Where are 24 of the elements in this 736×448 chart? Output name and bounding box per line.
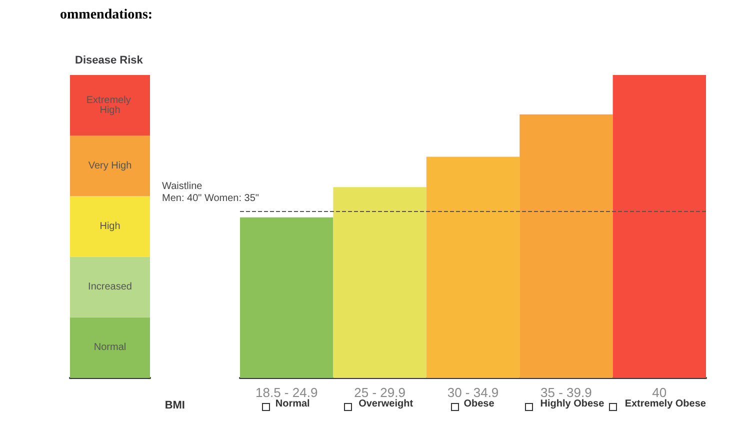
text: ommendations: bbox=[60, 8, 153, 22]
bar bbox=[520, 114, 613, 378]
x-tick-label: 35 - 39.9 Highly Obese bbox=[540, 385, 605, 410]
series-label: Increased bbox=[88, 282, 132, 293]
chart-title: Disease Risk bbox=[75, 54, 144, 66]
x-axis-title: BMI bbox=[164, 400, 185, 412]
series-label: Normal bbox=[94, 342, 126, 354]
bar bbox=[70, 196, 150, 257]
bar bbox=[70, 75, 150, 136]
bar bbox=[612, 75, 706, 378]
bar bbox=[70, 136, 150, 196]
bar bbox=[240, 217, 334, 378]
bar bbox=[70, 317, 150, 378]
bar bbox=[426, 156, 520, 378]
bar bbox=[333, 187, 426, 378]
x-tick-label: 18.5 - 24.9 Normal bbox=[256, 385, 318, 410]
series-label: Extremely High bbox=[86, 94, 134, 116]
x-tick-label: 25 - 29.9 Overweight bbox=[354, 385, 414, 410]
series-label: Very High bbox=[88, 160, 132, 172]
series-label: High bbox=[100, 221, 120, 232]
x-tick-label: 30 - 34.9 Obese bbox=[447, 385, 499, 410]
bar bbox=[70, 256, 150, 318]
annotation: Waistline Men: 40" Women: 35" bbox=[162, 181, 259, 206]
x-tick-label: 40 Extremely Obese bbox=[624, 385, 706, 410]
